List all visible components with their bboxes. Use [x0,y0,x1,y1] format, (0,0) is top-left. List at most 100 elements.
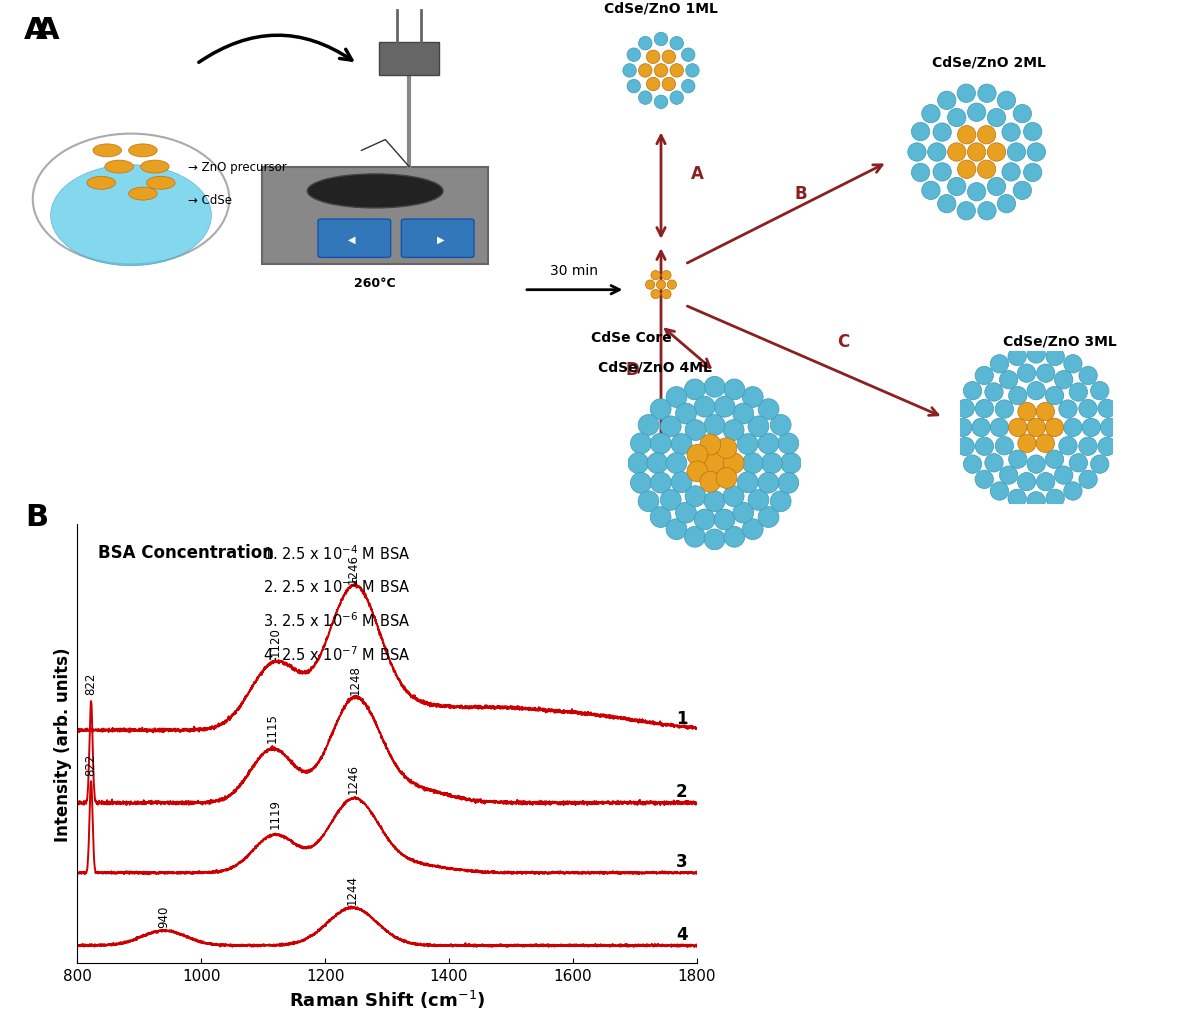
Circle shape [999,467,1018,485]
Circle shape [1064,356,1083,374]
Circle shape [1009,450,1027,469]
Circle shape [656,280,666,290]
FancyBboxPatch shape [379,43,438,75]
Text: 3: 3 [675,852,687,870]
Circle shape [662,271,671,280]
Text: 4: 4 [675,925,687,943]
X-axis label: Raman Shift (cm$^{-1}$): Raman Shift (cm$^{-1}$) [289,988,485,1011]
Circle shape [1059,400,1077,419]
Circle shape [694,397,715,418]
Circle shape [737,472,757,493]
Text: 1: 1 [676,710,687,728]
Text: A: A [691,164,704,182]
Circle shape [638,38,651,51]
Circle shape [630,433,651,454]
Circle shape [662,290,671,300]
Text: 940: 940 [157,904,170,926]
Text: 1246: 1246 [347,763,360,794]
Circle shape [975,400,993,419]
Circle shape [651,271,660,280]
Circle shape [1009,387,1027,406]
Circle shape [681,81,694,94]
Circle shape [666,520,687,540]
Circle shape [638,92,651,105]
Circle shape [638,491,659,513]
Circle shape [956,438,974,457]
Circle shape [628,453,649,474]
Circle shape [1046,347,1065,366]
FancyBboxPatch shape [318,220,391,258]
Text: A: A [36,16,60,45]
Circle shape [990,482,1009,500]
Text: → CdSe: → CdSe [188,194,231,206]
Circle shape [997,196,1016,214]
Circle shape [1046,490,1065,508]
Circle shape [141,161,169,174]
Circle shape [742,387,763,408]
Circle shape [1098,399,1116,418]
Circle shape [737,434,757,454]
Circle shape [660,417,681,437]
Circle shape [723,486,744,507]
Circle shape [1083,419,1100,437]
Circle shape [1079,437,1097,455]
Circle shape [759,507,779,528]
Circle shape [638,64,651,78]
Circle shape [908,144,927,162]
Circle shape [967,144,986,162]
Text: 1115: 1115 [266,712,279,743]
Circle shape [1027,144,1046,162]
Circle shape [972,419,990,437]
Circle shape [724,380,744,400]
Circle shape [628,49,641,62]
Circle shape [761,453,782,474]
Circle shape [700,472,721,492]
Circle shape [1027,419,1046,437]
Circle shape [964,455,981,474]
Circle shape [1027,345,1046,364]
Circle shape [990,419,1009,437]
Circle shape [638,415,659,436]
Circle shape [1054,371,1073,389]
Circle shape [704,530,725,550]
Circle shape [987,144,1005,162]
Circle shape [978,85,996,103]
Circle shape [704,377,725,397]
Circle shape [771,491,791,513]
Circle shape [650,434,672,454]
Circle shape [742,520,763,540]
Text: CdSe/ZnO 3ML: CdSe/ZnO 3ML [1003,334,1117,348]
Circle shape [990,356,1009,374]
Text: 4. 2.5 x 10$^{-7}$ M BSA: 4. 2.5 x 10$^{-7}$ M BSA [263,644,411,663]
Circle shape [681,49,694,62]
Text: 822: 822 [85,672,98,694]
Circle shape [1002,163,1021,181]
Circle shape [1014,105,1031,123]
Circle shape [997,92,1016,110]
Circle shape [686,64,699,78]
Y-axis label: Intensity (arb. units): Intensity (arb. units) [54,647,71,841]
Circle shape [146,177,175,191]
Circle shape [1023,164,1042,182]
Circle shape [654,64,668,78]
Circle shape [1079,471,1097,489]
Text: ◀: ◀ [348,234,355,245]
Circle shape [911,164,930,182]
Circle shape [732,502,754,524]
Text: 30 min: 30 min [550,264,598,278]
FancyBboxPatch shape [401,220,474,258]
Circle shape [1036,403,1054,421]
Text: C: C [836,332,849,351]
Circle shape [662,51,675,64]
Circle shape [1008,490,1027,508]
Text: 1244: 1244 [345,874,358,904]
Circle shape [748,417,769,437]
Circle shape [975,367,993,385]
Circle shape [958,85,975,103]
Circle shape [704,453,725,474]
Circle shape [1070,383,1087,401]
Circle shape [958,161,975,179]
Circle shape [975,437,993,455]
Circle shape [651,290,660,300]
Circle shape [93,145,121,158]
